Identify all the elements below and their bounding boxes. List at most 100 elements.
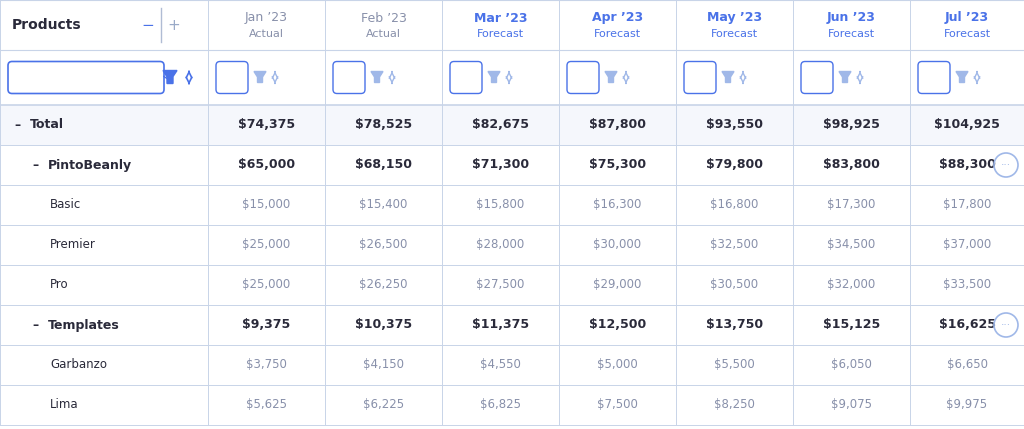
- Text: $34,500: $34,500: [827, 239, 876, 251]
- FancyBboxPatch shape: [918, 61, 950, 94]
- Polygon shape: [956, 72, 968, 82]
- Text: $5,000: $5,000: [597, 359, 638, 372]
- Polygon shape: [605, 72, 617, 82]
- Text: Premier: Premier: [50, 239, 96, 251]
- Text: $3,750: $3,750: [246, 359, 287, 372]
- Text: $17,800: $17,800: [943, 199, 991, 211]
- FancyBboxPatch shape: [801, 61, 833, 94]
- Bar: [0, 105, 1024, 145]
- Text: Mar ’23: Mar ’23: [474, 12, 527, 24]
- Text: $6,050: $6,050: [831, 359, 872, 372]
- Text: Lima: Lima: [50, 399, 79, 411]
- Bar: [0, 0, 1024, 50]
- Polygon shape: [839, 72, 851, 82]
- Text: $15,400: $15,400: [359, 199, 408, 211]
- Text: Basic: Basic: [50, 199, 81, 211]
- Text: $32,500: $32,500: [711, 239, 759, 251]
- Text: $12,500: $12,500: [589, 318, 646, 332]
- Text: +: +: [168, 18, 180, 33]
- Text: –: –: [14, 118, 20, 132]
- Text: $4,550: $4,550: [480, 359, 521, 372]
- FancyBboxPatch shape: [567, 61, 599, 94]
- Text: $83,800: $83,800: [823, 158, 880, 172]
- Text: ···: ···: [1000, 160, 1011, 170]
- Text: Actual: Actual: [249, 29, 284, 39]
- Text: −: −: [141, 18, 155, 33]
- Text: $13,750: $13,750: [706, 318, 763, 332]
- FancyBboxPatch shape: [684, 61, 716, 94]
- Polygon shape: [163, 70, 177, 84]
- Polygon shape: [722, 72, 734, 82]
- Text: $15,000: $15,000: [243, 199, 291, 211]
- Polygon shape: [371, 72, 383, 82]
- Text: $79,800: $79,800: [706, 158, 763, 172]
- Text: $9,375: $9,375: [243, 318, 291, 332]
- Text: $25,000: $25,000: [243, 278, 291, 291]
- FancyBboxPatch shape: [216, 61, 248, 94]
- Text: Apr ’23: Apr ’23: [592, 12, 643, 24]
- Text: $25,000: $25,000: [243, 239, 291, 251]
- Polygon shape: [488, 72, 500, 82]
- Text: Garbanzo: Garbanzo: [50, 359, 106, 372]
- Text: $93,550: $93,550: [706, 118, 763, 132]
- Text: $10,375: $10,375: [355, 318, 412, 332]
- Text: $29,000: $29,000: [593, 278, 642, 291]
- Text: May ’23: May ’23: [707, 12, 762, 24]
- Text: $16,625: $16,625: [939, 318, 995, 332]
- Bar: [0, 345, 1024, 385]
- Text: Jan ’23: Jan ’23: [245, 12, 288, 24]
- Text: Forecast: Forecast: [594, 29, 641, 39]
- Text: Feb ’23: Feb ’23: [360, 12, 407, 24]
- Text: $5,625: $5,625: [246, 399, 287, 411]
- Bar: [0, 145, 1024, 185]
- Text: Templates: Templates: [48, 318, 120, 332]
- Text: $16,800: $16,800: [711, 199, 759, 211]
- Text: Products: Products: [12, 18, 82, 32]
- Text: –: –: [32, 158, 38, 172]
- Text: $82,675: $82,675: [472, 118, 529, 132]
- Text: $4,150: $4,150: [362, 359, 404, 372]
- Text: $16,300: $16,300: [593, 199, 642, 211]
- Text: $71,300: $71,300: [472, 158, 529, 172]
- Text: $5,500: $5,500: [714, 359, 755, 372]
- Bar: [0, 385, 1024, 425]
- Text: Forecast: Forecast: [477, 29, 524, 39]
- Text: $65,000: $65,000: [238, 158, 295, 172]
- Text: $8,250: $8,250: [714, 399, 755, 411]
- Text: $9,075: $9,075: [831, 399, 872, 411]
- Text: $32,000: $32,000: [827, 278, 876, 291]
- Text: $9,975: $9,975: [946, 399, 987, 411]
- Text: $30,500: $30,500: [711, 278, 759, 291]
- Text: Jul ’23: Jul ’23: [945, 12, 989, 24]
- Text: Forecast: Forecast: [943, 29, 990, 39]
- Bar: [0, 50, 1024, 105]
- Text: $87,800: $87,800: [589, 118, 646, 132]
- Text: $98,925: $98,925: [823, 118, 880, 132]
- Text: Actual: Actual: [366, 29, 401, 39]
- Text: ···: ···: [1000, 320, 1011, 330]
- Bar: [0, 305, 1024, 345]
- Text: $7,500: $7,500: [597, 399, 638, 411]
- Text: $6,825: $6,825: [480, 399, 521, 411]
- Text: $28,000: $28,000: [476, 239, 524, 251]
- Text: $30,000: $30,000: [594, 239, 642, 251]
- Bar: [0, 225, 1024, 265]
- Text: $88,300: $88,300: [939, 158, 995, 172]
- Text: Total: Total: [30, 118, 63, 132]
- Text: $74,375: $74,375: [238, 118, 295, 132]
- Bar: [0, 265, 1024, 305]
- Text: $104,925: $104,925: [934, 118, 1000, 132]
- Text: $33,500: $33,500: [943, 278, 991, 291]
- FancyBboxPatch shape: [333, 61, 365, 94]
- Text: $27,500: $27,500: [476, 278, 524, 291]
- Text: –: –: [32, 318, 38, 332]
- Text: PintoBeanly: PintoBeanly: [48, 158, 132, 172]
- Text: Forecast: Forecast: [711, 29, 758, 39]
- Bar: [0, 185, 1024, 225]
- Text: $37,000: $37,000: [943, 239, 991, 251]
- Text: $68,150: $68,150: [355, 158, 412, 172]
- Polygon shape: [254, 72, 266, 82]
- FancyBboxPatch shape: [450, 61, 482, 94]
- FancyBboxPatch shape: [8, 61, 164, 94]
- Text: $6,650: $6,650: [946, 359, 987, 372]
